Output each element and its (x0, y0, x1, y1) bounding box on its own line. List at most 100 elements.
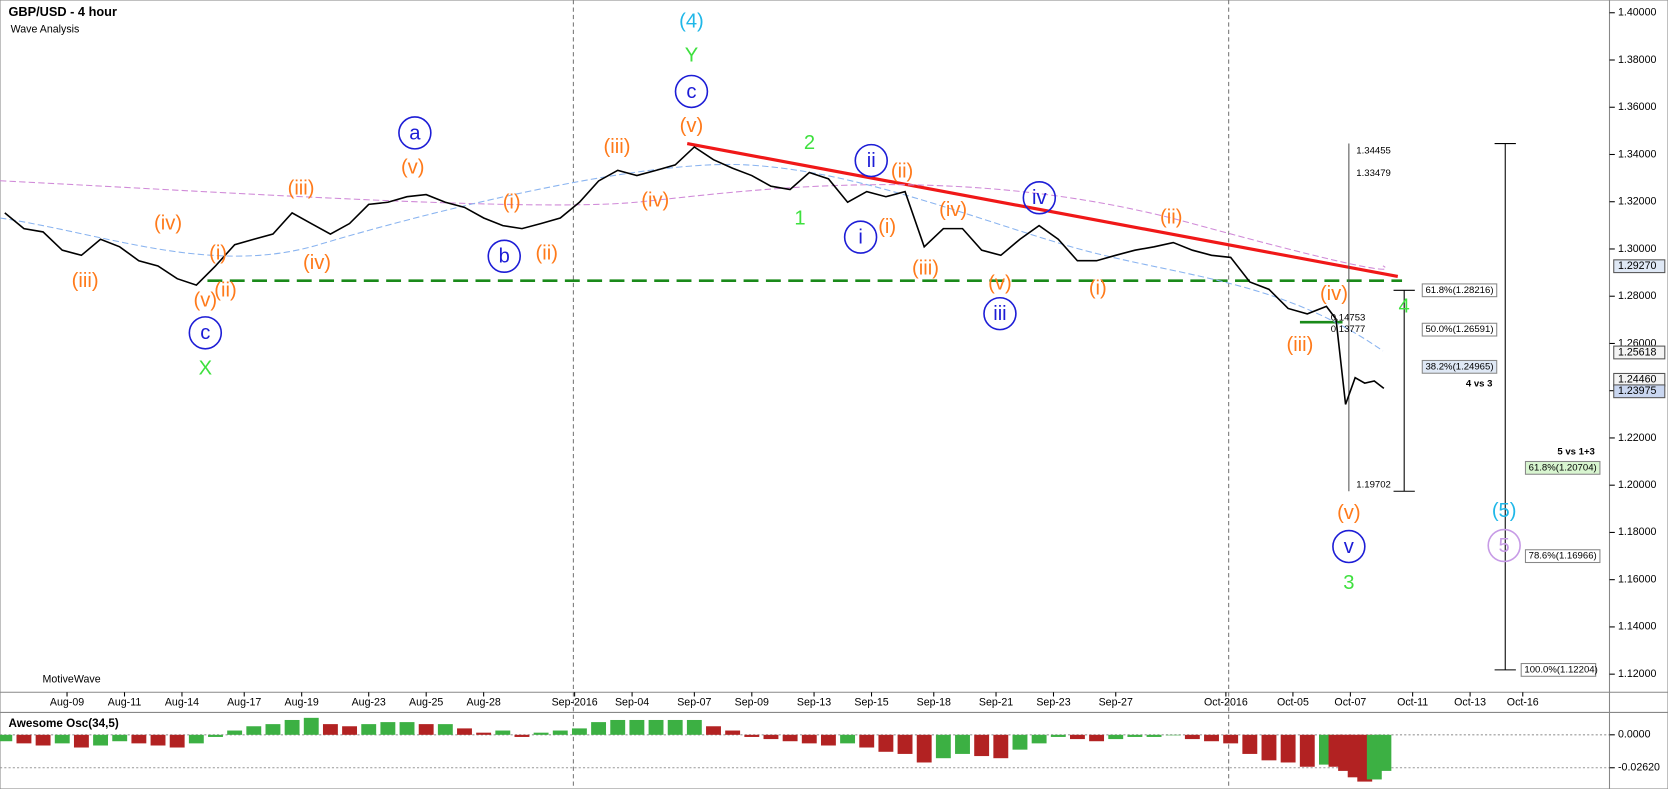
wave-label: (iv) (641, 189, 669, 211)
wave-label: 3 (1343, 572, 1354, 594)
osc-bar (1299, 734, 1315, 767)
price-marker (1613, 259, 1666, 274)
annotation: 78.6%(1.16966) (1529, 551, 1597, 562)
price-marker-label: 1.23975 (1618, 385, 1657, 397)
y-tick-label: 1.38000 (1618, 54, 1657, 66)
wave-label: (v) (1337, 502, 1361, 524)
x-tick-label: Aug-19 (285, 697, 319, 709)
osc-bar (1146, 734, 1162, 737)
x-tick-label: Sep-27 (1099, 697, 1133, 709)
wave-circle (1487, 528, 1521, 563)
osc-bar (1204, 734, 1219, 742)
osc-bar (1031, 734, 1047, 744)
price-marker-label: 1.24460 (1618, 374, 1657, 386)
wave-label: (ii) (214, 280, 236, 302)
x-tick-label: Sep-04 (615, 697, 649, 709)
oscillator-title: Awesome Osc(34,5) (9, 717, 119, 730)
x-tick-label: Aug-09 (50, 697, 84, 709)
osc-bar (859, 734, 875, 748)
price-line (4, 145, 1385, 405)
wave-label: (v) (401, 156, 425, 178)
wave-label: (ii) (1160, 206, 1182, 228)
wave-circle (487, 239, 521, 274)
osc-bar (1223, 734, 1239, 744)
x-tick-label: Oct-05 (1277, 697, 1309, 709)
footer: MotiveWave (43, 673, 101, 685)
wave-circle (188, 316, 223, 350)
annotation: 4 vs 3 (1466, 378, 1493, 389)
osc-bar (955, 734, 970, 754)
price-marker-label: 1.25618 (1618, 346, 1657, 358)
osc-bar (935, 734, 951, 759)
wave-label: ii (867, 150, 876, 172)
osc-bar (514, 734, 530, 737)
moving-average (0, 163, 1384, 352)
wave-label: b (499, 246, 510, 268)
chart-title: GBP/USD - 4 hour (9, 4, 117, 19)
osc-bar (361, 724, 377, 735)
osc-bar (322, 724, 338, 735)
subtitle: Wave Analysis (11, 24, 80, 36)
x-tick-label: Sep-07 (677, 697, 711, 709)
wave-label: (iv) (154, 213, 182, 235)
wave-label: c (686, 81, 696, 103)
y-tick-label: 1.28000 (1618, 290, 1657, 302)
wave-label: (iii) (1286, 334, 1313, 356)
wave-label: 4 (1399, 296, 1410, 318)
y-tick-label: 1.12000 (1618, 668, 1657, 680)
wave-label: (5) (1492, 500, 1517, 522)
wave-label: (v) (680, 115, 704, 137)
wave-label: (i) (503, 191, 521, 213)
annotation: 50.0%(1.26591) (1425, 324, 1493, 335)
osc-bar (1108, 734, 1124, 740)
price-marker-label: 1.29270 (1618, 260, 1657, 272)
price-marker (1613, 345, 1666, 360)
osc-bar (686, 719, 702, 735)
y-tick-label: 1.18000 (1618, 526, 1657, 538)
osc-bar (1069, 734, 1085, 740)
trend-line (686, 141, 1399, 279)
y-tick-label: 1.14000 (1618, 621, 1657, 633)
wave-circle (1332, 529, 1366, 564)
annotation: 61.8%(1.28216) (1425, 285, 1493, 296)
x-tick-label: Aug-17 (227, 697, 261, 709)
y-tick-label: 1.20000 (1618, 479, 1657, 491)
wave-label: v (1344, 536, 1355, 558)
annotation: 61.8%(1.20704) (1529, 462, 1597, 473)
wave-label: (iii) (912, 257, 939, 279)
wave-label: Y (685, 45, 699, 67)
x-tick-label: Sep-18 (917, 697, 951, 709)
x-tick-label: Aug-11 (108, 697, 142, 709)
osc-bar (1184, 734, 1200, 740)
annotation-box (1421, 322, 1498, 337)
osc-bar (35, 734, 51, 746)
wave-label: (i) (878, 216, 896, 238)
wave-circle (983, 296, 1017, 331)
annotation-box (1421, 283, 1498, 298)
osc-bar (342, 726, 358, 735)
osc-bar (150, 734, 166, 746)
y-tick-label: 1.30000 (1618, 243, 1657, 255)
annotation: 100.0%(1.12204) (1524, 664, 1597, 675)
y-tick-label: 1.16000 (1618, 573, 1657, 585)
osc-bar (265, 724, 281, 735)
osc-bar (916, 734, 932, 763)
annotation-box (1524, 549, 1601, 564)
wave-label: (i) (1089, 278, 1107, 300)
moving-average (0, 180, 1387, 270)
osc-bar (533, 732, 549, 735)
wave-label: (4) (679, 11, 704, 33)
osc-bar (284, 719, 300, 735)
osc-bar (878, 734, 894, 752)
osc-bar (706, 726, 721, 735)
annotation: 38.2%(1.24965) (1425, 361, 1493, 372)
annotation-box (1524, 460, 1601, 475)
wave-label: iv (1032, 187, 1047, 209)
x-tick-label: Sep-21 (979, 697, 1013, 709)
wave-circle (1022, 181, 1057, 215)
wave-label: (iii) (604, 136, 631, 158)
wave-label: 2 (804, 132, 815, 154)
osc-bar (667, 719, 683, 735)
